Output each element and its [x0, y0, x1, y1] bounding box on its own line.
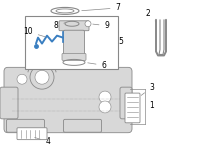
Text: 2: 2 [146, 9, 156, 22]
Circle shape [99, 91, 111, 103]
FancyBboxPatch shape [64, 119, 102, 132]
Text: 6: 6 [88, 61, 106, 70]
Circle shape [17, 74, 27, 84]
FancyBboxPatch shape [0, 87, 18, 119]
FancyBboxPatch shape [59, 21, 89, 31]
Circle shape [30, 65, 54, 89]
Circle shape [35, 70, 49, 84]
Text: 1: 1 [149, 101, 154, 110]
Text: 3: 3 [141, 83, 154, 95]
Text: 8: 8 [54, 21, 65, 30]
Text: 5: 5 [119, 37, 123, 46]
FancyBboxPatch shape [125, 93, 140, 123]
FancyBboxPatch shape [64, 30, 84, 59]
Text: 4: 4 [35, 137, 50, 146]
FancyBboxPatch shape [120, 87, 132, 119]
FancyBboxPatch shape [62, 54, 86, 60]
Circle shape [85, 21, 91, 27]
Circle shape [99, 101, 111, 113]
FancyBboxPatch shape [4, 67, 132, 133]
Text: 7: 7 [82, 3, 120, 12]
Text: 10: 10 [23, 27, 45, 37]
Text: 9: 9 [93, 21, 109, 30]
FancyBboxPatch shape [6, 119, 44, 132]
Bar [25, 16, 118, 69]
FancyBboxPatch shape [17, 128, 47, 140]
